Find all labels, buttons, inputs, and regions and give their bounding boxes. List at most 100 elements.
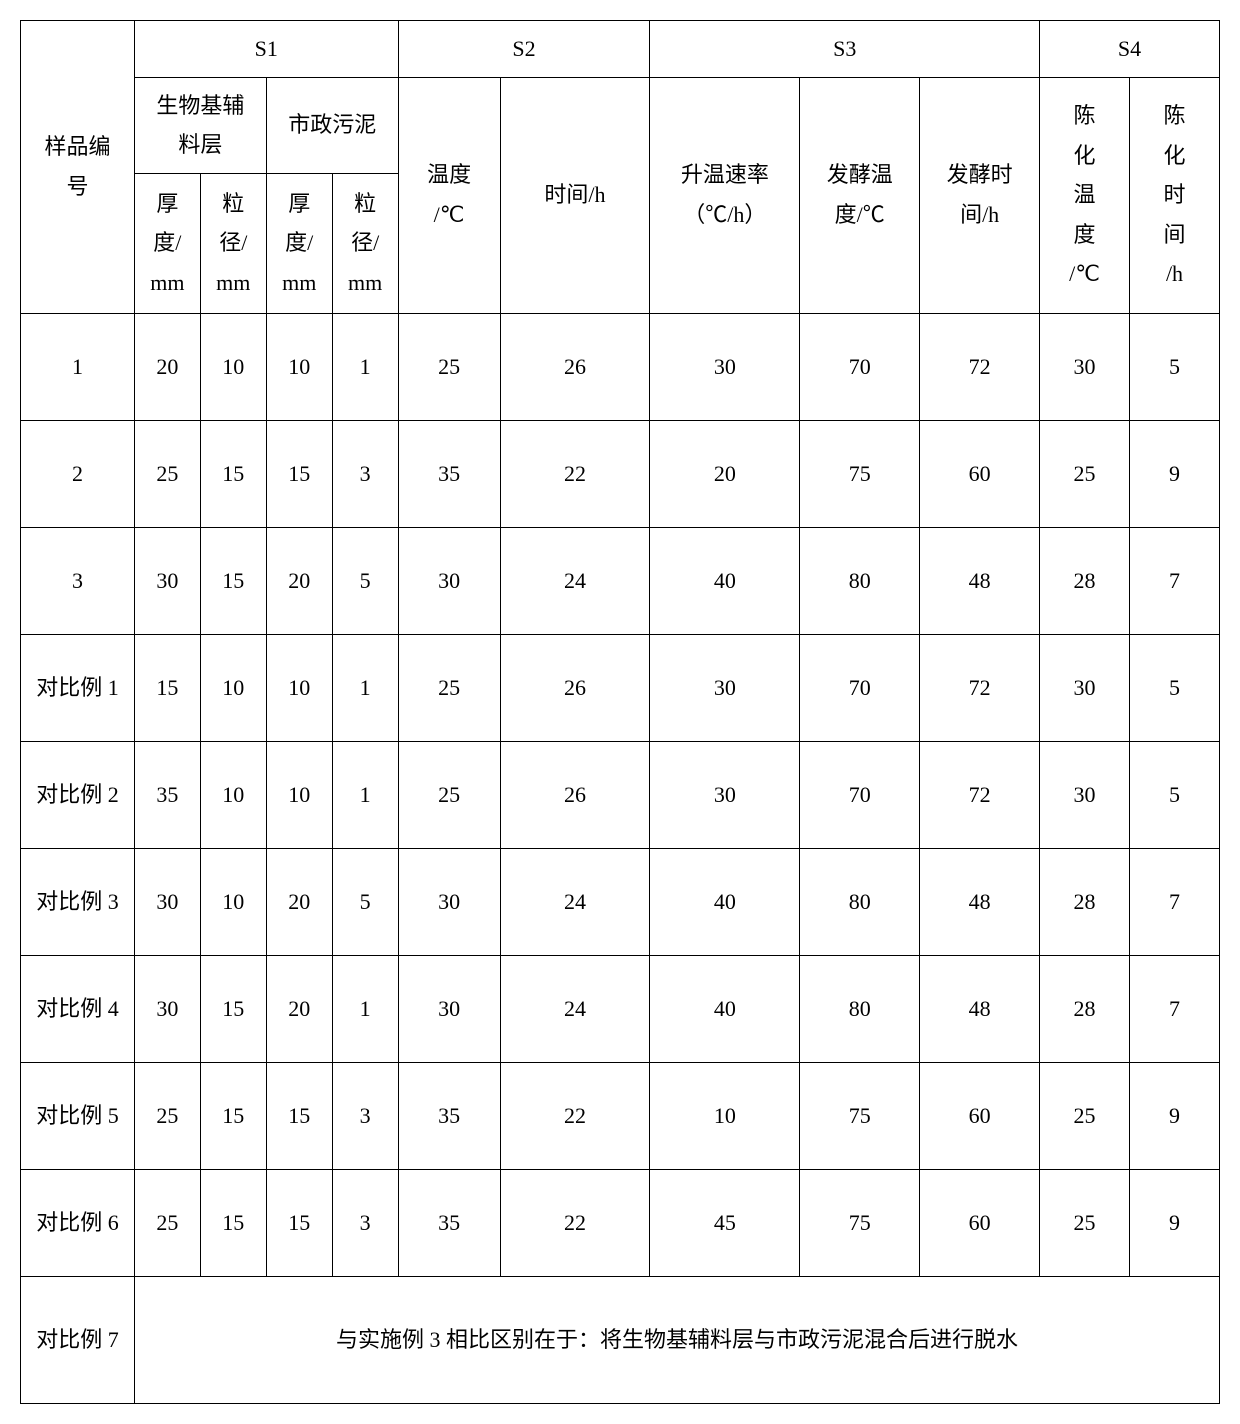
table-body: 1201010125263070723052251515335222075602… (21, 313, 1220, 1403)
cell-g: 45 (650, 1169, 800, 1276)
cell-a: 35 (134, 741, 200, 848)
cell-id: 对比例 4 (21, 955, 135, 1062)
table-row: 对比例 625151533522457560259 (21, 1169, 1220, 1276)
cell-b: 10 (200, 741, 266, 848)
cell-j: 28 (1040, 848, 1130, 955)
cell-j: 25 (1040, 420, 1130, 527)
cell-a: 25 (134, 1169, 200, 1276)
cell-e: 25 (398, 313, 500, 420)
cell-g: 10 (650, 1062, 800, 1169)
hdr-bio-particle: 粒径/mm (200, 173, 266, 313)
cell-j: 28 (1040, 955, 1130, 1062)
cell-id: 对比例 7 (21, 1276, 135, 1403)
cell-k: 7 (1130, 527, 1220, 634)
cell-h: 70 (800, 741, 920, 848)
hdr-muni-particle: 粒径/mm (332, 173, 398, 313)
cell-h: 80 (800, 955, 920, 1062)
cell-g: 30 (650, 313, 800, 420)
cell-i: 48 (920, 955, 1040, 1062)
cell-i: 60 (920, 1169, 1040, 1276)
cell-h: 75 (800, 1169, 920, 1276)
table-row: 对比例 235101012526307072305 (21, 741, 1220, 848)
cell-e: 25 (398, 741, 500, 848)
cell-b: 15 (200, 1169, 266, 1276)
cell-id: 对比例 1 (21, 634, 135, 741)
cell-c: 20 (266, 848, 332, 955)
cell-i: 72 (920, 634, 1040, 741)
cell-k: 9 (1130, 1169, 1220, 1276)
cell-f: 22 (500, 1169, 650, 1276)
cell-i: 60 (920, 1062, 1040, 1169)
cell-b: 15 (200, 1062, 266, 1169)
cell-k: 7 (1130, 955, 1220, 1062)
hdr-ferment-temp: 发酵温度/℃ (800, 77, 920, 313)
cell-a: 30 (134, 955, 200, 1062)
cell-g: 30 (650, 741, 800, 848)
cell-i: 60 (920, 420, 1040, 527)
cell-h: 80 (800, 848, 920, 955)
cell-e: 25 (398, 634, 500, 741)
cell-d: 3 (332, 1062, 398, 1169)
hdr-heat-rate: 升温速率（℃/h） (650, 77, 800, 313)
cell-j: 30 (1040, 634, 1130, 741)
cell-f: 22 (500, 420, 650, 527)
cell-j: 30 (1040, 741, 1130, 848)
cell-f: 24 (500, 848, 650, 955)
hdr-muni-sludge: 市政污泥 (266, 77, 398, 173)
cell-c: 15 (266, 420, 332, 527)
hdr-s2: S2 (398, 21, 650, 78)
cell-j: 30 (1040, 313, 1130, 420)
cell-j: 28 (1040, 527, 1130, 634)
cell-e: 30 (398, 527, 500, 634)
cell-id: 对比例 5 (21, 1062, 135, 1169)
table-row: 对比例 115101012526307072305 (21, 634, 1220, 741)
cell-c: 15 (266, 1062, 332, 1169)
cell-e: 30 (398, 955, 500, 1062)
hdr-time-h: 时间/h (500, 77, 650, 313)
cell-k: 7 (1130, 848, 1220, 955)
cell-c: 15 (266, 1169, 332, 1276)
cell-j: 25 (1040, 1169, 1130, 1276)
table-row: 对比例 330102053024408048287 (21, 848, 1220, 955)
hdr-muni-thickness: 厚度/mm (266, 173, 332, 313)
cell-b: 10 (200, 848, 266, 955)
cell-h: 70 (800, 634, 920, 741)
cell-d: 3 (332, 1169, 398, 1276)
cell-g: 40 (650, 848, 800, 955)
cell-b: 15 (200, 955, 266, 1062)
cell-k: 5 (1130, 313, 1220, 420)
cell-a: 25 (134, 1062, 200, 1169)
cell-d: 5 (332, 527, 398, 634)
cell-a: 20 (134, 313, 200, 420)
cell-d: 1 (332, 313, 398, 420)
cell-b: 10 (200, 634, 266, 741)
cell-i: 72 (920, 313, 1040, 420)
cell-id: 3 (21, 527, 135, 634)
cell-f: 24 (500, 955, 650, 1062)
cell-c: 10 (266, 313, 332, 420)
cell-f: 24 (500, 527, 650, 634)
cell-k: 9 (1130, 1062, 1220, 1169)
hdr-s1: S1 (134, 21, 398, 78)
cell-id: 对比例 6 (21, 1169, 135, 1276)
hdr-sample-no: 样品编号 (21, 21, 135, 314)
cell-f: 22 (500, 1062, 650, 1169)
cell-e: 35 (398, 1062, 500, 1169)
cell-i: 48 (920, 848, 1040, 955)
table-row: 120101012526307072305 (21, 313, 1220, 420)
cell-k: 9 (1130, 420, 1220, 527)
cell-k: 5 (1130, 741, 1220, 848)
table-row: 对比例 525151533522107560259 (21, 1062, 1220, 1169)
table-row-merged: 对比例 7与实施例 3 相比区别在于：将生物基辅料层与市政污泥混合后进行脱水 (21, 1276, 1220, 1403)
cell-c: 20 (266, 955, 332, 1062)
cell-b: 15 (200, 420, 266, 527)
cell-d: 1 (332, 741, 398, 848)
cell-a: 30 (134, 848, 200, 955)
cell-i: 72 (920, 741, 1040, 848)
hdr-age-time: 陈化时间/h (1130, 77, 1220, 313)
cell-e: 35 (398, 420, 500, 527)
hdr-s3: S3 (650, 21, 1040, 78)
cell-h: 75 (800, 420, 920, 527)
cell-id: 对比例 2 (21, 741, 135, 848)
table-row: 330152053024408048287 (21, 527, 1220, 634)
